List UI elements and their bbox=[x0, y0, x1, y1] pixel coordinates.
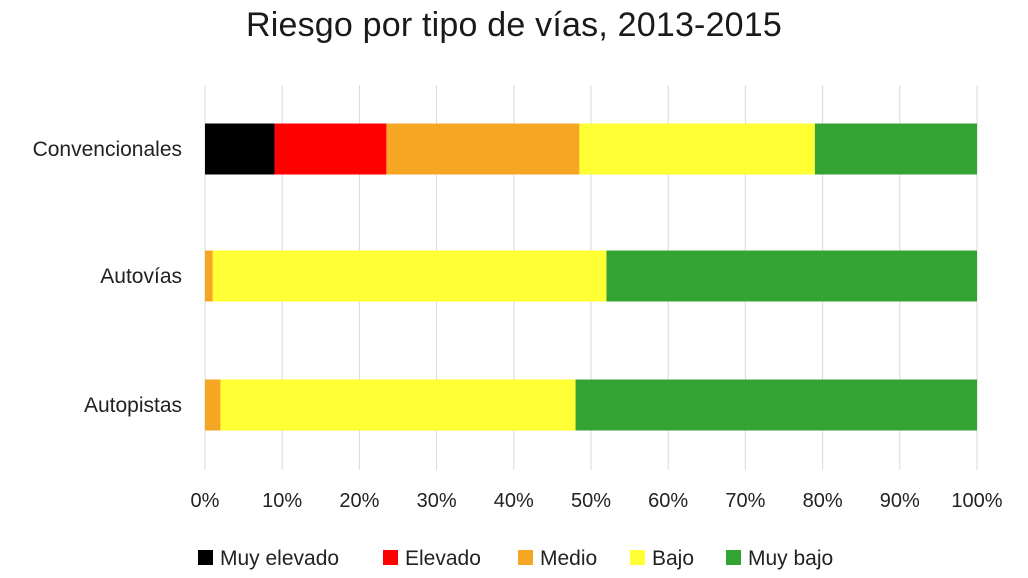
legend-swatch bbox=[198, 550, 213, 565]
legend-label: Bajo bbox=[652, 547, 694, 570]
bar-segment bbox=[606, 250, 977, 302]
x-axis-tick-labels: 0% 10% 20% 30% 40% 50% 60% 70% 80% 90% 100% bbox=[191, 490, 1003, 512]
category-labels: Convencionales Autovías Autopistas bbox=[33, 138, 182, 417]
bars bbox=[205, 123, 977, 431]
bar-segment bbox=[386, 123, 580, 175]
legend-label: Muy elevado bbox=[220, 547, 339, 570]
legend-label: Elevado bbox=[405, 547, 481, 570]
category-label: Autopistas bbox=[84, 394, 182, 417]
legend-label: Muy bajo bbox=[748, 547, 833, 570]
x-tick-label: 20% bbox=[339, 490, 379, 512]
chart-title: Riesgo por tipo de vías, 2013-2015 bbox=[245, 6, 783, 44]
x-tick-label: 50% bbox=[571, 490, 611, 512]
bar-segment bbox=[205, 250, 213, 302]
bar-segment bbox=[814, 123, 977, 175]
x-tick-label: 30% bbox=[417, 490, 457, 512]
legend-swatch bbox=[726, 550, 741, 565]
legend-swatch bbox=[518, 550, 533, 565]
legend-swatch bbox=[630, 550, 645, 565]
x-tick-label: 10% bbox=[262, 490, 302, 512]
x-tick-label: 60% bbox=[648, 490, 688, 512]
bar-segment bbox=[205, 379, 221, 431]
category-label: Convencionales bbox=[33, 138, 182, 161]
legend: Muy elevado Elevado Medio Bajo Muy bajo bbox=[198, 547, 833, 570]
legend-label: Medio bbox=[540, 547, 597, 570]
legend-swatch bbox=[383, 550, 398, 565]
category-label: Autovías bbox=[100, 265, 182, 288]
x-tick-label: 70% bbox=[725, 490, 765, 512]
bar-segment bbox=[579, 123, 815, 175]
x-tick-label: 100% bbox=[951, 490, 1002, 512]
x-tick-label: 90% bbox=[880, 490, 920, 512]
x-tick-label: 0% bbox=[191, 490, 220, 512]
bar-segment bbox=[212, 250, 607, 302]
x-tick-label: 40% bbox=[494, 490, 534, 512]
bar-segment bbox=[575, 379, 977, 431]
bar-segment bbox=[274, 123, 387, 175]
bar-segment bbox=[220, 379, 576, 431]
x-tick-label: 80% bbox=[803, 490, 843, 512]
bar-segment bbox=[205, 123, 275, 175]
